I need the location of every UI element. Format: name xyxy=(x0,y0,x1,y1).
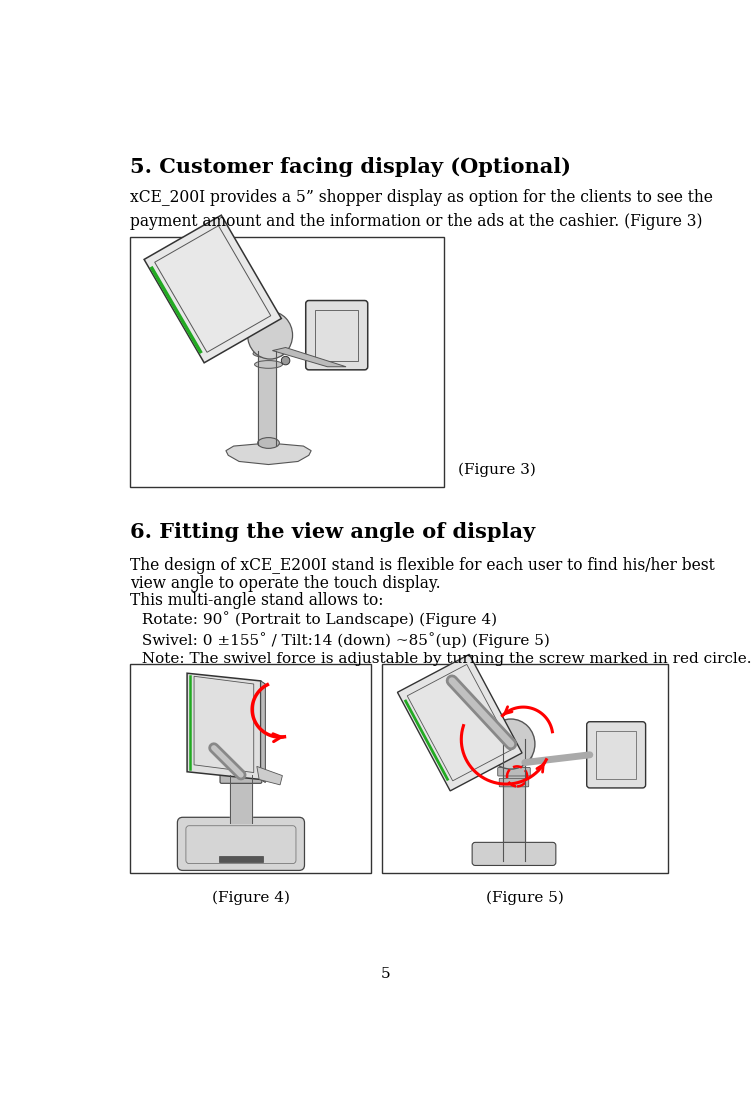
Bar xyxy=(130,664,371,873)
Text: 5. Customer facing display (Optional): 5. Customer facing display (Optional) xyxy=(130,157,572,177)
FancyBboxPatch shape xyxy=(177,817,305,871)
Text: Note: The swivel force is adjustable by turning the screw marked in red circle.: Note: The swivel force is adjustable by … xyxy=(137,652,751,666)
Text: 5: 5 xyxy=(381,967,390,981)
FancyBboxPatch shape xyxy=(498,767,530,776)
Text: Swivel: 0 ±155˚ / Tilt:14 (down) ~85˚(up) (Figure 5): Swivel: 0 ±155˚ / Tilt:14 (down) ~85˚(up… xyxy=(137,632,550,647)
Polygon shape xyxy=(226,443,311,465)
Ellipse shape xyxy=(255,360,283,368)
Polygon shape xyxy=(261,681,265,783)
Text: xCE_200I provides a 5” shopper display as option for the clients to see the
paym: xCE_200I provides a 5” shopper display a… xyxy=(130,189,714,230)
Bar xyxy=(220,856,262,862)
FancyBboxPatch shape xyxy=(472,843,556,865)
Text: (Figure 4): (Figure 4) xyxy=(211,891,290,905)
Text: 6. Fitting the view angle of display: 6. Fitting the view angle of display xyxy=(130,522,535,542)
Text: This multi-angle stand allows to:: This multi-angle stand allows to: xyxy=(130,593,384,609)
Bar xyxy=(382,664,668,873)
FancyBboxPatch shape xyxy=(306,300,368,370)
Ellipse shape xyxy=(251,339,286,347)
Polygon shape xyxy=(144,215,281,363)
Polygon shape xyxy=(398,654,522,791)
Text: The design of xCE_E200I stand is flexible for each user to find his/her best: The design of xCE_E200I stand is flexibl… xyxy=(130,557,715,574)
Bar xyxy=(596,731,636,778)
Polygon shape xyxy=(187,673,261,780)
Ellipse shape xyxy=(258,438,280,448)
Text: (Figure 5): (Figure 5) xyxy=(486,891,564,905)
Text: (Figure 3): (Figure 3) xyxy=(458,463,536,477)
Bar xyxy=(315,310,359,360)
Text: Rotate: 90˚ (Portrait to Landscape) (Figure 4): Rotate: 90˚ (Portrait to Landscape) (Fig… xyxy=(137,612,497,627)
Ellipse shape xyxy=(247,311,293,359)
FancyBboxPatch shape xyxy=(220,766,262,783)
Polygon shape xyxy=(257,766,283,785)
FancyBboxPatch shape xyxy=(496,755,532,764)
Text: view angle to operate the touch display.: view angle to operate the touch display. xyxy=(130,575,441,593)
FancyBboxPatch shape xyxy=(499,778,529,787)
Ellipse shape xyxy=(253,350,284,358)
FancyBboxPatch shape xyxy=(587,722,646,788)
Ellipse shape xyxy=(487,719,535,770)
Circle shape xyxy=(281,356,290,365)
Polygon shape xyxy=(272,347,346,367)
Bar xyxy=(130,237,444,487)
